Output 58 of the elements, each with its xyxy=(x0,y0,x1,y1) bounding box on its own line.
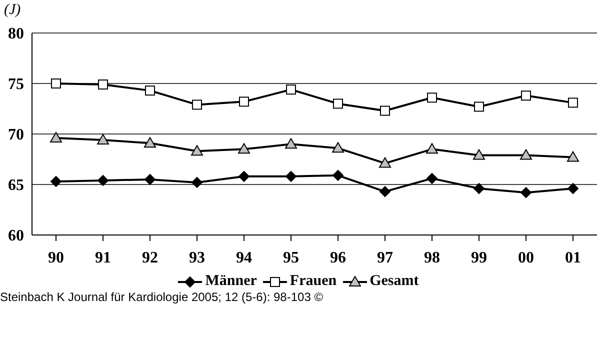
point xyxy=(474,102,484,112)
point xyxy=(144,137,156,148)
point xyxy=(98,80,108,90)
point xyxy=(286,170,296,182)
point xyxy=(50,132,62,143)
x-tick-label: 01 xyxy=(565,249,581,266)
point xyxy=(427,92,437,103)
point xyxy=(332,170,344,181)
legend-label: Männer xyxy=(205,273,257,290)
point xyxy=(192,100,202,110)
point xyxy=(238,170,250,182)
point xyxy=(50,176,62,187)
point xyxy=(520,149,532,160)
point xyxy=(51,78,61,88)
x-tick-label: 94 xyxy=(236,249,252,266)
point xyxy=(474,183,484,194)
point xyxy=(426,172,438,184)
point xyxy=(379,157,391,168)
point xyxy=(98,174,108,186)
x-tick-label: 99 xyxy=(471,249,487,266)
y-tick-label: 65 xyxy=(8,177,24,194)
point xyxy=(239,96,249,107)
point xyxy=(380,186,390,198)
x-tick-label: 97 xyxy=(377,249,393,266)
point xyxy=(144,174,156,185)
y-tick-label: 75 xyxy=(8,76,24,94)
x-tick-label: 00 xyxy=(518,249,534,266)
point xyxy=(285,138,297,149)
point xyxy=(380,106,390,116)
x-tick-label: 98 xyxy=(424,249,440,266)
point xyxy=(426,143,438,154)
y-tick-label: 60 xyxy=(8,228,24,245)
point xyxy=(568,98,578,108)
text: Steinbach K Journal für Kardiologie 2005; 12 (5-6): 98-103 © xyxy=(0,290,324,304)
x-tick-label: 93 xyxy=(189,249,205,266)
y-tick-label: 80 xyxy=(8,26,24,43)
point xyxy=(473,149,485,160)
point xyxy=(238,143,250,154)
x-tick-label: 96 xyxy=(330,249,346,266)
point xyxy=(145,86,155,96)
legend-label: Frauen xyxy=(290,273,337,290)
point xyxy=(520,187,532,198)
point xyxy=(192,176,202,188)
point xyxy=(191,145,203,156)
x-tick-label: 90 xyxy=(48,249,64,266)
x-tick-label: 91 xyxy=(95,249,111,266)
y-tick-label: 70 xyxy=(8,126,24,144)
point xyxy=(567,151,579,162)
point xyxy=(332,142,344,153)
point xyxy=(521,90,531,101)
point xyxy=(97,134,109,145)
point xyxy=(286,84,296,95)
x-tick-label: 92 xyxy=(142,249,158,266)
legend-label: Gesamt xyxy=(370,273,419,290)
y-axis-title: (J) xyxy=(4,2,21,19)
point xyxy=(568,183,578,194)
x-tick-label: 95 xyxy=(283,249,299,266)
point xyxy=(333,98,343,109)
